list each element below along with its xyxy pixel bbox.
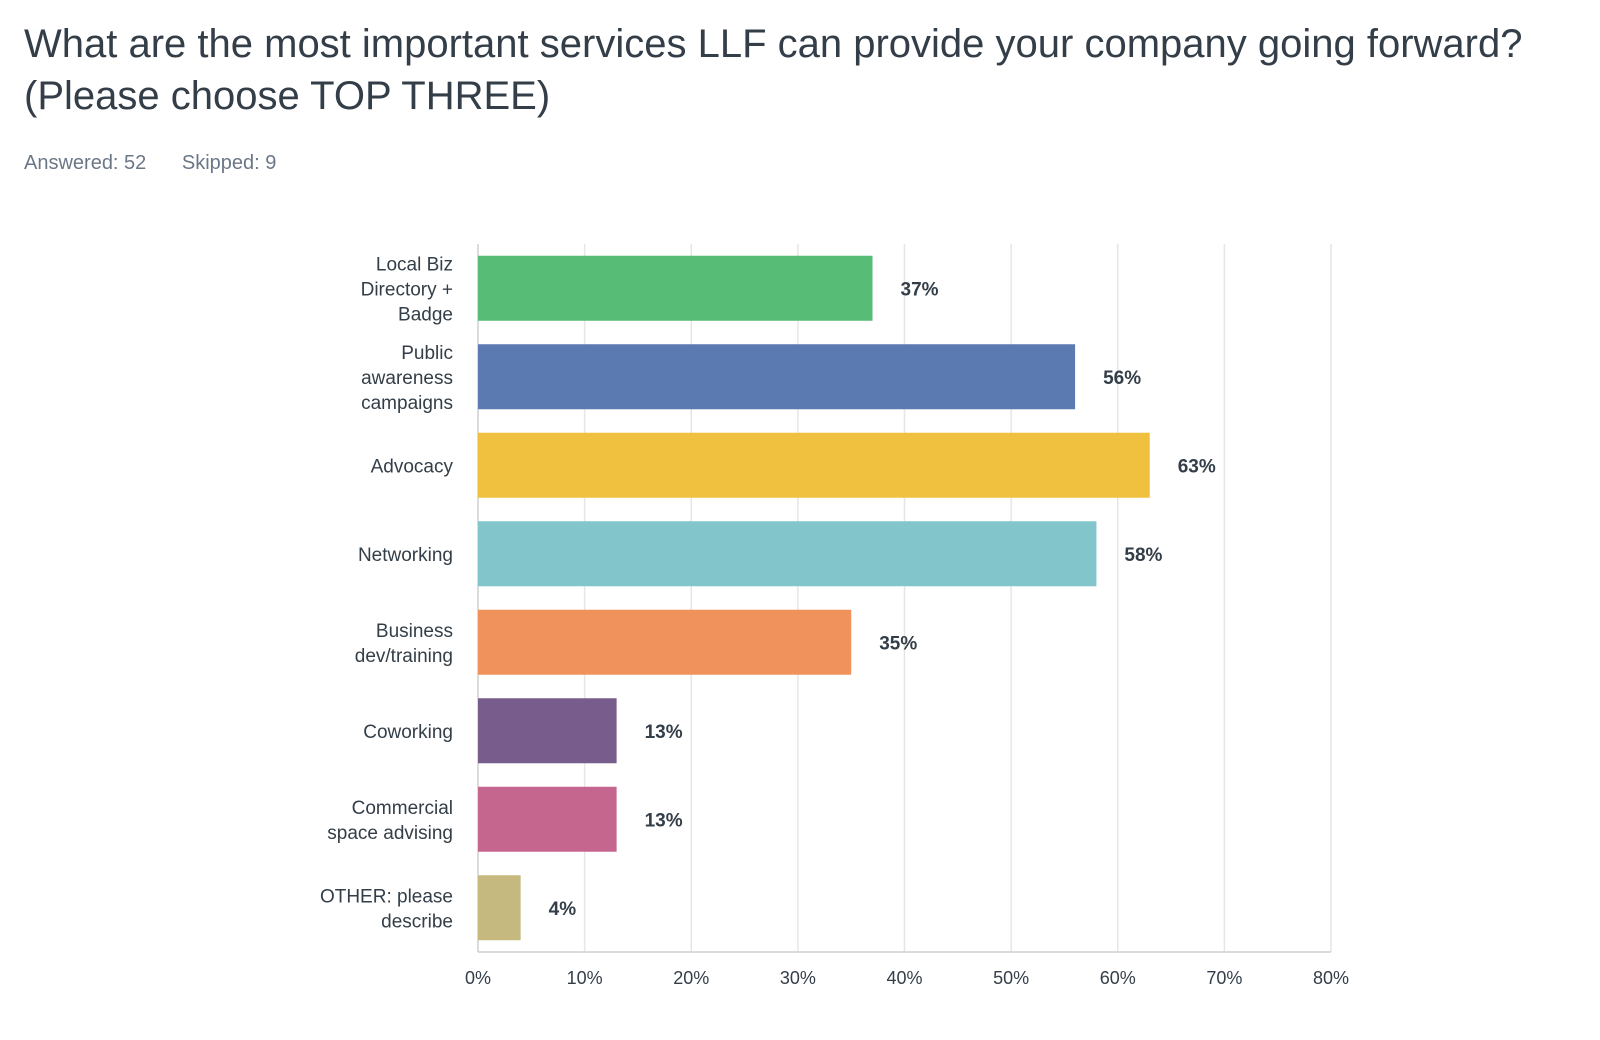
x-tick-label: 30% bbox=[780, 968, 816, 988]
data-label: 58% bbox=[1124, 545, 1162, 566]
data-label: 4% bbox=[549, 899, 577, 920]
skipped-count: Skipped: 9 bbox=[181, 152, 277, 174]
data-label: 13% bbox=[645, 722, 683, 743]
answered-count: Answered: 52 bbox=[24, 152, 147, 174]
bar bbox=[478, 255, 873, 321]
category-label: Local Biz Directory + Badge bbox=[361, 254, 453, 325]
data-label: 63% bbox=[1178, 456, 1216, 477]
category-label: Advocacy bbox=[371, 456, 454, 477]
category-label: Commercial space advising bbox=[327, 798, 453, 844]
x-tick-label: 10% bbox=[567, 968, 603, 988]
x-tick-label: 50% bbox=[993, 968, 1029, 988]
data-label: 35% bbox=[879, 633, 917, 654]
category-label: Coworking bbox=[363, 722, 453, 743]
bar bbox=[478, 875, 521, 941]
category-label: Business dev/training bbox=[355, 621, 453, 667]
data-label: 13% bbox=[645, 810, 683, 831]
bar bbox=[478, 609, 852, 675]
data-label: 56% bbox=[1103, 368, 1141, 389]
x-tick-label: 0% bbox=[465, 968, 491, 988]
response-stats: Answered: 52 Skipped: 9 bbox=[24, 152, 306, 175]
x-tick-label: 80% bbox=[1313, 968, 1349, 988]
bar bbox=[478, 786, 617, 852]
data-label: 37% bbox=[901, 279, 939, 300]
x-tick-label: 70% bbox=[1206, 968, 1242, 988]
bar bbox=[478, 432, 1150, 498]
category-label: OTHER: please describe bbox=[320, 886, 453, 932]
bar bbox=[478, 521, 1097, 587]
x-tick-label: 40% bbox=[886, 968, 922, 988]
category-label: Networking bbox=[358, 545, 453, 566]
bar bbox=[478, 698, 617, 764]
x-tick-label: 60% bbox=[1100, 968, 1136, 988]
category-label: Public awareness campaigns bbox=[361, 343, 453, 414]
x-tick-label: 20% bbox=[673, 968, 709, 988]
bar bbox=[478, 344, 1076, 410]
page-title: What are the most important services LLF… bbox=[24, 22, 1523, 118]
